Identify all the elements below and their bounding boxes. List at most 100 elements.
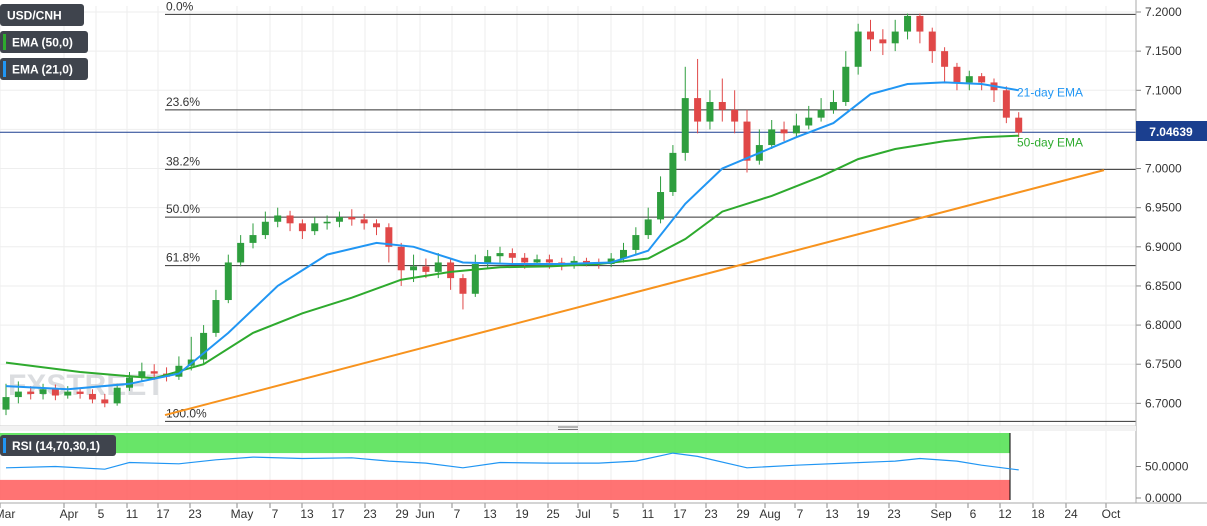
candle (323, 215, 331, 230)
candle (669, 145, 677, 196)
candle (274, 207, 282, 228)
y-tick-label: 6.7500 (1145, 357, 1182, 371)
candle-body (694, 98, 702, 122)
candle (385, 223, 393, 263)
fib-level-label: 61.8% (166, 251, 200, 265)
candle (743, 109, 751, 173)
candle (965, 70, 973, 91)
candle-body (360, 219, 368, 224)
candle-body (928, 31, 936, 52)
x-tick-label: Oct (1102, 507, 1121, 521)
legend-symbol[interactable]: USD/CNH (0, 4, 84, 26)
candle-body (792, 125, 800, 134)
x-tick-label: 25 (546, 507, 560, 521)
candle-body (718, 102, 726, 110)
candle-body (373, 223, 380, 228)
y-tick-label: 6.8000 (1145, 318, 1182, 332)
candle (447, 258, 455, 290)
candle (792, 113, 800, 138)
candle-body (2, 397, 10, 410)
candle (829, 90, 837, 114)
candle-body (298, 223, 306, 232)
candle-body (867, 31, 874, 40)
ema-lines (5, 81, 1019, 391)
candle (681, 66, 689, 161)
legend-ema21[interactable]: EMA (21,0) (0, 58, 88, 80)
candle-body (410, 266, 418, 271)
candle-body (422, 266, 430, 272)
candle-body (101, 399, 109, 404)
y-tick-label: 7.2000 (1145, 5, 1182, 19)
candle-body (212, 300, 220, 333)
candle-body (632, 235, 640, 250)
x-tick-label: 5 (613, 507, 620, 521)
candle-body (904, 15, 912, 32)
candle (496, 246, 504, 263)
rsi-oversold-band (0, 479, 1010, 500)
x-tick-label: 17 (673, 507, 687, 521)
x-tick-label: Aug (759, 507, 780, 521)
x-tick-label: Jul (575, 507, 590, 521)
x-tick-label: 13 (300, 507, 314, 521)
candle-body (335, 217, 343, 222)
rsi-line (5, 452, 1019, 471)
candle-body (138, 371, 146, 378)
x-tick-label: 23 (704, 507, 718, 521)
candle-body (385, 227, 393, 247)
ema50-annotation: 50-day EMA (1017, 136, 1083, 150)
candle (657, 176, 665, 224)
legend-symbol-label: USD/CNH (7, 9, 62, 23)
candle-body (829, 102, 837, 110)
candle (150, 364, 158, 380)
candle (891, 19, 899, 52)
y-tick-label: 6.9000 (1145, 240, 1182, 254)
legend-rsi[interactable]: RSI (14,70,30,1) (0, 435, 116, 456)
candle (904, 13, 912, 40)
candle-body (51, 389, 59, 396)
ascending-trendline (164, 169, 1105, 417)
candle-body (113, 387, 121, 404)
x-tick-label: 29 (395, 507, 409, 521)
candle-body (743, 121, 751, 161)
candle-body (64, 391, 72, 396)
x-tick-label: 5 (98, 507, 105, 521)
candle-body (805, 117, 813, 126)
candle (126, 372, 133, 391)
candle-body (434, 262, 442, 272)
candle (39, 383, 47, 400)
candle-body (780, 129, 788, 134)
candle-body (459, 278, 467, 294)
candle-body (323, 221, 331, 224)
candle-body (286, 215, 294, 224)
candle (694, 58, 702, 134)
candle (941, 47, 949, 83)
candle-body (854, 31, 862, 67)
candle (953, 62, 961, 91)
x-tick-label: 23 (887, 507, 901, 521)
candle-body (1015, 117, 1023, 133)
candle (101, 393, 109, 408)
x-tick-label: Mar (0, 507, 15, 521)
candle (928, 27, 936, 63)
candle-body (484, 256, 492, 265)
x-tick-label: Sep (930, 507, 952, 521)
trendline (164, 169, 1105, 417)
candle (780, 121, 788, 142)
candle (731, 90, 739, 134)
candle-body (817, 109, 825, 118)
candle-body (237, 242, 245, 263)
legend-ema50[interactable]: EMA (50,0) (0, 31, 88, 53)
candle-body (348, 217, 356, 220)
candle (607, 253, 615, 268)
candle (298, 219, 306, 239)
fibonacci-levels: 0.0% 23.6% 38.2% 50.0% 61.8% 100.0% (0, 0, 1136, 422)
candle-body (965, 76, 973, 83)
panel-divider[interactable] (0, 426, 1136, 431)
x-tick-label: 7 (454, 507, 461, 521)
candle-body (261, 221, 269, 236)
candle-body (879, 39, 887, 44)
x-tick-label: 29 (736, 507, 750, 521)
fib-level-label: 50.0% (166, 202, 200, 216)
rsi-polyline (5, 452, 1019, 471)
